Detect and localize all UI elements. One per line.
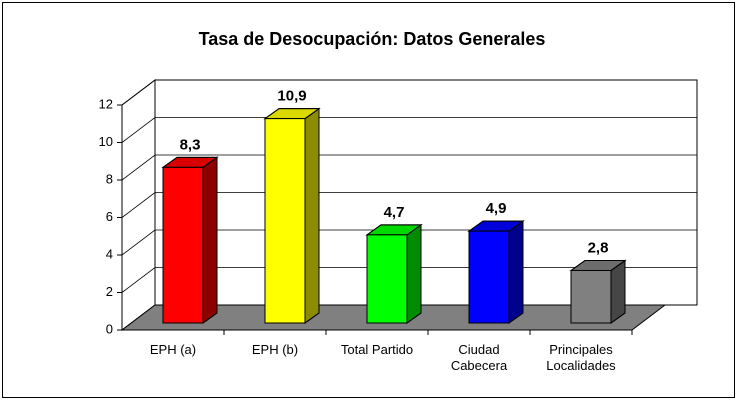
grid-line [121, 154, 697, 181]
y-tick-label: 2 [106, 284, 113, 299]
value-label: 4,9 [486, 200, 507, 217]
x-tick-label: EPH (b) [251, 342, 299, 357]
bar-side-shade [406, 223, 422, 324]
grid-line [121, 79, 697, 106]
y-tick-label: 10 [99, 134, 113, 149]
grid-line [121, 117, 697, 143]
chart-title: Tasa de Desocupación: Datos Generales [199, 29, 546, 49]
value-label: 2,8 [588, 239, 609, 256]
x-tick-label: EPH (a) [149, 342, 197, 357]
y-tick-label: 4 [106, 246, 113, 261]
y-tick-label: 6 [106, 209, 113, 224]
x-tick-label: Total Partido [340, 342, 414, 357]
bar-side-shade [508, 220, 524, 324]
bar-side-shade [202, 156, 218, 324]
x-tick-label: Principales Localidades [546, 342, 616, 373]
bar [264, 118, 306, 324]
bar [468, 230, 510, 324]
y-tick-label: 0 [106, 321, 113, 336]
y-tick-label: 8 [106, 171, 113, 186]
value-label: 4,7 [384, 204, 405, 221]
bar [162, 166, 204, 324]
value-label: 10,9 [277, 88, 306, 105]
grid-line [121, 192, 697, 218]
bar [570, 270, 612, 324]
bar-side-shade [304, 107, 320, 324]
value-label: 8,3 [180, 136, 201, 153]
bar [366, 234, 408, 324]
x-tick-label: Ciudad Cabecera [450, 342, 508, 373]
y-tick-label: 12 [99, 96, 113, 111]
bar-side-shade [610, 259, 626, 324]
